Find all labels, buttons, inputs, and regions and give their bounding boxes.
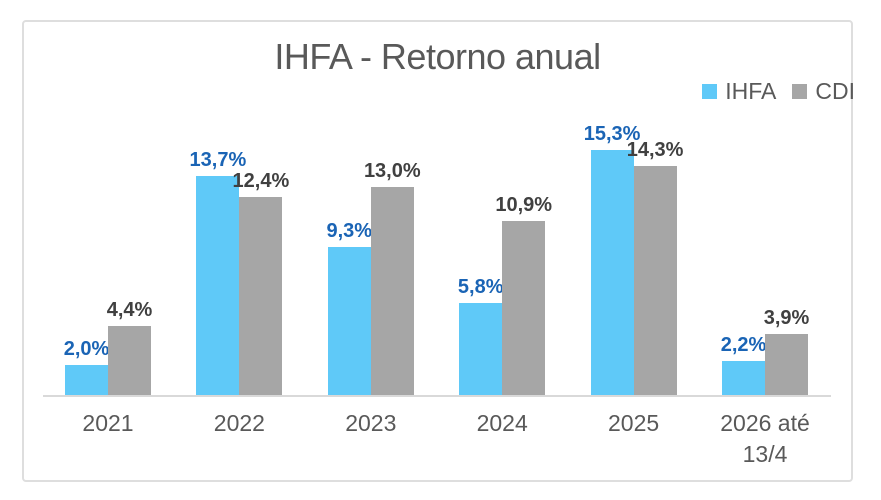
legend-item-ihfa: IHFA <box>702 78 776 105</box>
bar-ihfa-2023 <box>327 246 371 397</box>
bar-cdi-2021 <box>108 325 151 397</box>
x-tick-label: 2022 <box>213 410 265 436</box>
x-tick-label: 2026 até 13/4 <box>720 410 810 467</box>
legend-label: IHFA <box>725 78 777 104</box>
value-label-ihfa: 2,0% <box>63 337 110 360</box>
value-label-cdi: 10,9% <box>495 194 553 217</box>
value-label-cdi: 13,0% <box>363 160 421 183</box>
x-tick-label: 2023 <box>345 410 397 436</box>
bar-ihfa-2025 <box>590 150 634 397</box>
bar-cdi-2023 <box>370 187 414 397</box>
bar-cdi-2026at134 <box>765 334 808 397</box>
legend-item-cdi: CDI <box>792 78 855 105</box>
legend-label: CDI <box>815 78 855 104</box>
value-label-ihfa: 9,3% <box>326 219 373 242</box>
value-label-cdi: 4,4% <box>106 298 153 321</box>
value-label-ihfa: 13,7% <box>189 148 247 171</box>
value-label-ihfa: 2,2% <box>720 334 767 357</box>
bar-ihfa-2024 <box>459 303 503 397</box>
value-label-cdi: 3,9% <box>763 307 810 330</box>
chart-title: IHFA - Retorno anual <box>274 36 601 77</box>
x-tick-label: 2021 <box>82 410 134 436</box>
x-tick-label: 2025 <box>608 410 660 436</box>
bar-ihfa-2021 <box>65 364 108 397</box>
bar-cdi-2024 <box>502 221 546 397</box>
value-label-cdi: 12,4% <box>232 169 290 192</box>
bar-ihfa-2026at134 <box>722 361 765 397</box>
bar-ihfa-2022 <box>196 175 240 397</box>
x-axis-line <box>43 395 831 397</box>
value-label-cdi: 14,3% <box>626 139 684 162</box>
bar-cdi-2025 <box>633 166 677 397</box>
legend-swatch-ihfa <box>702 84 718 99</box>
x-tick-label: 2024 <box>476 410 528 436</box>
bar-cdi-2022 <box>239 196 283 397</box>
value-label-ihfa: 15,3% <box>583 123 641 146</box>
legend: IHFA CDI <box>660 78 855 105</box>
legend-swatch-cdi <box>792 84 808 99</box>
value-label-ihfa: 5,8% <box>457 276 504 299</box>
